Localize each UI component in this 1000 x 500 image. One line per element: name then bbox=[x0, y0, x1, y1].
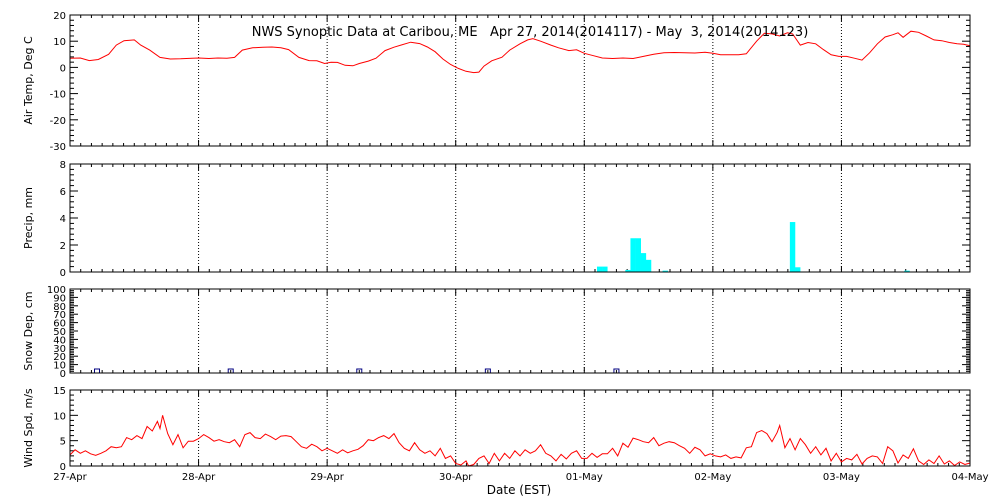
precip-bar bbox=[645, 259, 652, 272]
y-tick-label: 2 bbox=[60, 241, 66, 252]
y-tick-label: 40 bbox=[53, 335, 66, 346]
precip-bar bbox=[602, 266, 608, 272]
plot-frame bbox=[69, 163, 971, 273]
y-tick-label: 4 bbox=[60, 214, 66, 225]
temp-series-line bbox=[69, 30, 971, 74]
precip-bar bbox=[640, 253, 647, 272]
snow-depth-marker bbox=[94, 368, 100, 374]
y-tick-label: 15 bbox=[53, 386, 66, 397]
panel-temp: -30 -20 -10 0 10 20 Air Temp, Deg C bbox=[22, 11, 971, 153]
y-tick-label: 0 bbox=[60, 369, 66, 380]
y-axis-label: Air Temp, Deg C bbox=[22, 36, 35, 125]
y-tick-label: 30 bbox=[53, 344, 66, 355]
x-tick-label: 04-May bbox=[951, 472, 988, 483]
y-tick-label: 50 bbox=[53, 327, 66, 338]
y-axis-label: Snow Dep, cm bbox=[22, 291, 35, 370]
x-tick-label: 29-Apr bbox=[310, 472, 344, 483]
y-tick-label: 90 bbox=[53, 293, 66, 304]
panel-precip: 0 2 4 6 8 Precip, mm bbox=[22, 160, 971, 279]
plot-frame bbox=[69, 389, 971, 467]
precip-bar bbox=[625, 269, 631, 272]
x-tick-label: 30-Apr bbox=[439, 472, 473, 483]
y-tick-label: 8 bbox=[60, 160, 66, 171]
y-tick-label: 10 bbox=[53, 37, 66, 48]
y-tick-label: 20 bbox=[53, 11, 66, 22]
precip-bar bbox=[597, 266, 603, 272]
x-axis-label: Date (EST) bbox=[487, 483, 551, 497]
y-tick-label: 70 bbox=[53, 310, 66, 321]
y-tick-label: 10 bbox=[53, 411, 66, 422]
plot-frame bbox=[69, 14, 971, 147]
x-tick-label: 03-May bbox=[823, 472, 860, 483]
panel-wind: 0 5 10 15 Wind Spd, m/s 27-Apr 28-Apr 29-Apr 30-… bbox=[22, 386, 989, 483]
x-tick-label: 28-Apr bbox=[182, 472, 216, 483]
y-tick-label: 60 bbox=[53, 319, 66, 330]
y-tick-label: -10 bbox=[50, 90, 66, 101]
precip-bar bbox=[662, 270, 668, 272]
wind-series-line bbox=[69, 415, 971, 467]
y-tick-label: -20 bbox=[50, 116, 66, 127]
y-tick-label: 100 bbox=[47, 285, 66, 296]
y-tick-label: 0 bbox=[60, 462, 66, 473]
precip-bar bbox=[789, 222, 796, 272]
precip-bar bbox=[630, 238, 636, 272]
y-tick-label: 20 bbox=[53, 352, 66, 363]
precip-bar bbox=[795, 267, 801, 272]
x-tick-label: 27-Apr bbox=[53, 472, 87, 483]
x-tick-label: 02-May bbox=[694, 472, 731, 483]
y-tick-label: 5 bbox=[60, 437, 66, 448]
y-tick-label: 10 bbox=[53, 361, 66, 372]
y-tick-label: 80 bbox=[53, 302, 66, 313]
precip-bar bbox=[635, 238, 641, 272]
y-axis-label: Precip, mm bbox=[22, 187, 35, 249]
y-tick-label: 0 bbox=[60, 268, 66, 279]
y-tick-label: 6 bbox=[60, 187, 66, 198]
y-axis-label: Wind Spd, m/s bbox=[22, 388, 35, 468]
y-tick-label: -30 bbox=[50, 142, 66, 153]
y-tick-label: 0 bbox=[60, 63, 66, 74]
plot-frame bbox=[69, 288, 971, 374]
precip-bar bbox=[904, 270, 910, 272]
x-tick-label: 01-May bbox=[566, 472, 603, 483]
chart-title: NWS Synoptic Data at Caribou, ME Apr 27,… bbox=[252, 25, 809, 40]
